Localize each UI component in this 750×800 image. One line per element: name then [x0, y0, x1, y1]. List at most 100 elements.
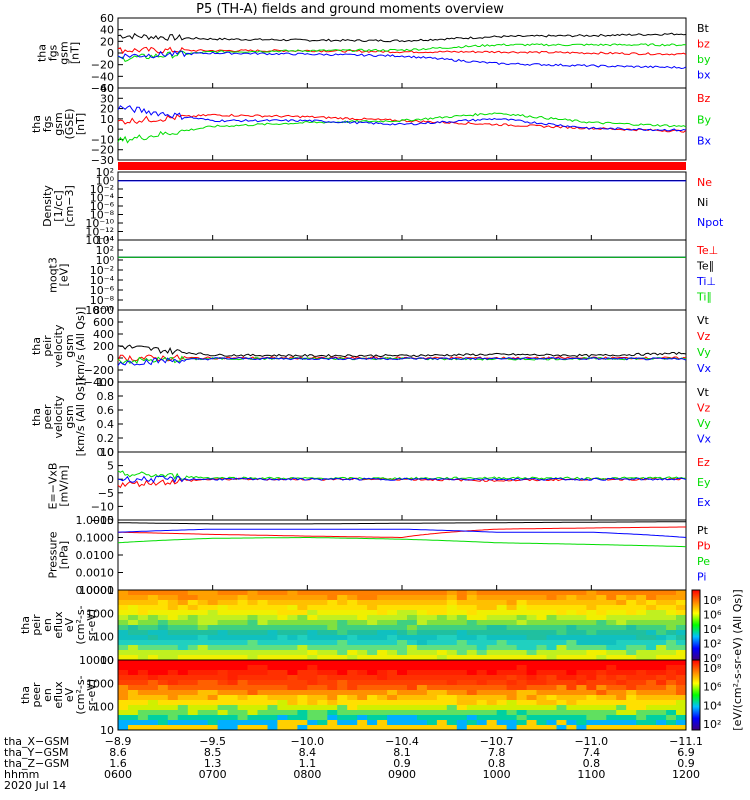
heatmap-cell [118, 685, 129, 691]
heatmap-cell [526, 635, 538, 641]
heatmap-cell [267, 620, 278, 626]
colorbar-tick-label: 10⁶ [703, 681, 722, 694]
heatmap-cell [556, 690, 567, 696]
y-tick-label: 40 [100, 82, 114, 95]
heatmap-cell [616, 690, 627, 696]
heatmap-cell [277, 670, 288, 676]
heatmap-cell [367, 640, 378, 646]
y-tick-label: 20 [100, 103, 114, 116]
heatmap-cell [426, 600, 438, 606]
heatmap-cell [157, 605, 169, 611]
heatmap-cell [137, 670, 149, 676]
heatmap-cell [546, 660, 557, 666]
heatmap-cell [277, 620, 288, 626]
heatmap-cell [676, 690, 687, 696]
heatmap-cell [606, 665, 617, 671]
heatmap-cell [397, 725, 408, 731]
heatmap-cell [606, 695, 617, 701]
heatmap-cell [118, 670, 129, 676]
heatmap-cell [237, 720, 249, 726]
heatmap-cell [367, 650, 378, 656]
y-tick-label: 10⁰ [96, 254, 115, 267]
heatmap-cell [297, 650, 308, 656]
heatmap-cell [546, 640, 557, 646]
heatmap-cell [446, 610, 458, 616]
heatmap-cell [636, 630, 647, 636]
heatmap-cell [257, 595, 268, 601]
heatmap-cell [297, 655, 308, 661]
heatmap-cell [207, 690, 219, 696]
heatmap-cell [177, 650, 189, 656]
heatmap-cell [656, 635, 667, 641]
y-tick-label: 20 [100, 35, 114, 48]
heatmap-cell [387, 695, 398, 701]
heatmap-cell [187, 720, 199, 726]
heatmap-cell [327, 725, 338, 731]
heatmap-cell [167, 675, 179, 681]
heatmap-cell [676, 670, 687, 676]
heatmap-cell [426, 645, 438, 651]
heatmap-cell [367, 685, 378, 691]
panel-density: 10²10⁰10⁻²10⁻⁴10⁻⁶10⁻⁸10⁻¹⁰10⁻¹²10⁻¹⁴Den… [41, 166, 724, 247]
heatmap-cell [128, 630, 139, 636]
heatmap-cell [267, 725, 278, 731]
heatmap-cell [287, 720, 298, 726]
heatmap-cell [187, 685, 199, 691]
heatmap-cell [157, 635, 169, 641]
heatmap-cell [436, 620, 448, 626]
heatmap-cell [476, 715, 488, 721]
heatmap-cell [636, 680, 647, 686]
heatmap-cell [536, 725, 547, 731]
heatmap-cell [197, 685, 209, 691]
heatmap-cell [128, 605, 139, 611]
heatmap-cell [337, 615, 348, 621]
heatmap-cell [556, 645, 567, 651]
heatmap-cell [287, 690, 298, 696]
heatmap-cell [556, 600, 567, 606]
heatmap-cell [656, 630, 667, 636]
heatmap-cell [676, 715, 687, 721]
heatmap-cell [207, 635, 219, 641]
heatmap-cell [466, 700, 478, 706]
heatmap-cell [626, 600, 637, 606]
heatmap-cell [636, 610, 647, 616]
panel-frame [117, 171, 687, 241]
heatmap-cell [387, 705, 398, 711]
heatmap-cell [247, 655, 258, 661]
heatmap-cell [297, 660, 308, 666]
heatmap-cell [347, 600, 358, 606]
heatmap-cell [426, 725, 438, 731]
heatmap-cell [456, 605, 468, 611]
heatmap-cell [656, 620, 667, 626]
heatmap-cell [536, 675, 547, 681]
heatmap-cell [516, 705, 528, 711]
series-line-Vy [117, 355, 687, 365]
heatmap-cell [357, 595, 368, 601]
heatmap-cell [128, 670, 139, 676]
heatmap-cell [656, 670, 667, 676]
heatmap-cell [486, 655, 498, 661]
heatmap-cell [536, 655, 547, 661]
y-axis-label: [nT] [69, 42, 82, 64]
heatmap-cell [147, 610, 159, 616]
panel-peir-eflux: 10000100010010thapeirenefluxeV(cm²-s-sr-… [19, 584, 687, 667]
heatmap-cell [596, 620, 607, 626]
heatmap-cell [377, 725, 388, 731]
heatmap-cell [128, 610, 139, 616]
heatmap-cell [167, 710, 179, 716]
heatmap-cell [187, 695, 199, 701]
footer-value: −8.9 [105, 735, 132, 748]
heatmap-cell [566, 630, 577, 636]
heatmap-cell [187, 630, 199, 636]
heatmap-cell [177, 715, 189, 721]
heatmap-cell [128, 690, 139, 696]
heatmap-cell [676, 675, 687, 681]
heatmap-cell [227, 695, 239, 701]
heatmap-cell [147, 675, 159, 681]
heatmap-cell [337, 645, 348, 651]
heatmap-cell [576, 590, 587, 596]
heatmap-cell [666, 665, 677, 671]
heatmap-cell [287, 610, 298, 616]
heatmap-cell [327, 670, 338, 676]
heatmap-cell [367, 675, 378, 681]
